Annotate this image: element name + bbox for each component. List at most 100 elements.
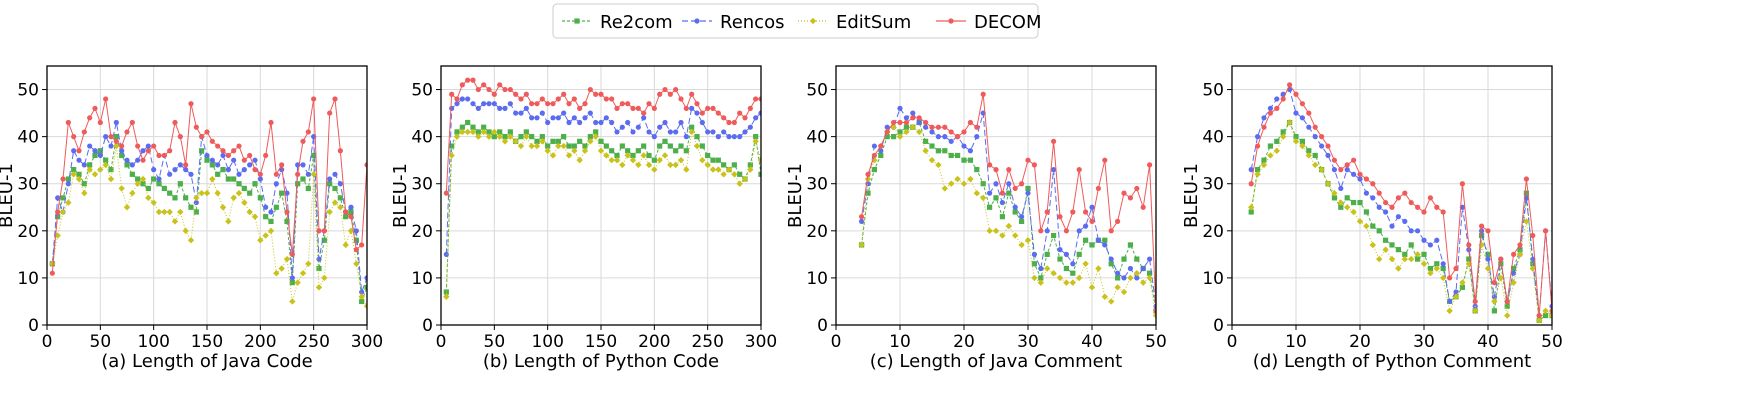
data-point-editsum [1440, 274, 1447, 282]
data-point-re2com [1038, 275, 1044, 281]
data-point-rencos [710, 129, 716, 135]
series-decom [1248, 82, 1552, 319]
x-tick-label: 150 [191, 332, 223, 352]
data-point-re2com [948, 152, 954, 159]
data-point-rencos [193, 199, 199, 206]
data-point-re2com [1089, 242, 1095, 248]
data-point-editsum [1395, 265, 1402, 272]
y-tick-label: 40 [17, 128, 39, 148]
data-point-editsum [177, 208, 184, 216]
x-tick-label: 0 [436, 332, 447, 352]
data-point-rencos [359, 289, 365, 295]
data-point-editsum [916, 128, 923, 136]
data-point-rencos [55, 195, 61, 201]
data-point-decom [1376, 190, 1382, 196]
data-point-decom [513, 91, 519, 97]
data-point-decom [129, 119, 135, 126]
data-point-rencos [1267, 105, 1273, 111]
x-tick-label: 300 [351, 332, 383, 352]
data-point-decom [929, 124, 935, 130]
data-point-decom [545, 101, 551, 107]
data-point-editsum [1420, 260, 1428, 267]
data-point-re2com [486, 129, 492, 135]
data-point-rencos [1357, 176, 1363, 182]
data-point-editsum [656, 156, 663, 164]
data-point-re2com [1019, 218, 1025, 224]
data-point-rencos [1408, 228, 1414, 234]
data-point-editsum [1050, 270, 1057, 277]
data-point-rencos [247, 162, 253, 168]
data-point-rencos [71, 148, 77, 154]
data-point-decom [273, 171, 279, 177]
data-point-editsum [640, 152, 647, 159]
data-point-re2com [1108, 261, 1114, 267]
data-point-decom [295, 171, 301, 177]
data-point-re2com [60, 195, 66, 201]
series-line-editsum [445, 131, 761, 297]
data-point-editsum [1101, 293, 1108, 300]
data-point-rencos [1344, 167, 1350, 173]
data-point-editsum [118, 185, 125, 192]
data-point-decom [561, 91, 567, 97]
data-point-editsum [49, 260, 56, 267]
y-axis-label: BLEU-1 [785, 163, 806, 228]
data-point-rencos [502, 105, 508, 111]
data-point-re2com [891, 134, 897, 140]
data-point-decom [910, 115, 916, 121]
data-point-editsum [752, 138, 759, 145]
data-point-decom [566, 101, 572, 107]
series-rencos [859, 105, 1156, 309]
data-point-re2com [161, 185, 167, 192]
x-tick-label: 100 [531, 332, 563, 352]
data-point-decom [859, 214, 865, 220]
data-point-decom [65, 119, 71, 126]
data-point-decom [651, 105, 657, 111]
data-point-rencos [999, 199, 1006, 206]
legend-label-editsum: EditSum [836, 12, 911, 33]
data-point-editsum [1401, 255, 1408, 263]
data-point-decom [1408, 199, 1414, 206]
data-point-re2com [145, 185, 151, 192]
data-point-re2com [65, 176, 71, 182]
data-point-editsum [683, 166, 690, 173]
data-point-rencos [204, 152, 210, 159]
data-point-decom [1427, 195, 1433, 201]
data-point-editsum [517, 142, 525, 150]
data-point-editsum [1044, 265, 1051, 272]
data-point-decom [865, 171, 871, 177]
data-point-editsum [858, 241, 865, 249]
legend-entry-re2com: Re2com [562, 12, 673, 33]
data-point-editsum [102, 161, 109, 169]
data-point-rencos [113, 119, 119, 126]
data-point-decom [587, 86, 593, 93]
data-point-rencos [1102, 242, 1108, 248]
data-point-editsum [1005, 222, 1012, 230]
data-point-editsum [150, 199, 157, 206]
data-point-re2com [305, 185, 311, 192]
data-point-re2com [481, 124, 487, 130]
data-point-rencos [188, 171, 194, 177]
y-tick-label: 10 [1202, 269, 1224, 289]
data-point-re2com [884, 134, 890, 140]
data-point-re2com [758, 171, 761, 177]
data-point-rencos [327, 176, 333, 182]
data-point-rencos [635, 124, 641, 130]
data-point-editsum [1063, 279, 1070, 286]
data-point-decom [241, 157, 247, 163]
data-point-re2com [225, 176, 231, 182]
data-point-editsum [1523, 218, 1530, 225]
data-point-re2com [1485, 251, 1491, 257]
data-point-decom [550, 101, 556, 107]
data-point-rencos [878, 148, 884, 154]
data-point-rencos [1012, 204, 1018, 210]
data-point-editsum [305, 260, 312, 267]
data-point-decom [721, 115, 727, 121]
data-point-editsum [999, 232, 1006, 239]
data-point-editsum [903, 128, 910, 136]
data-point-editsum [725, 166, 733, 173]
data-point-rencos [1363, 190, 1369, 196]
data-point-re2com [673, 148, 679, 154]
data-point-editsum [1120, 288, 1128, 296]
data-point-re2com [268, 218, 274, 224]
legend-marker-decom [948, 18, 954, 24]
